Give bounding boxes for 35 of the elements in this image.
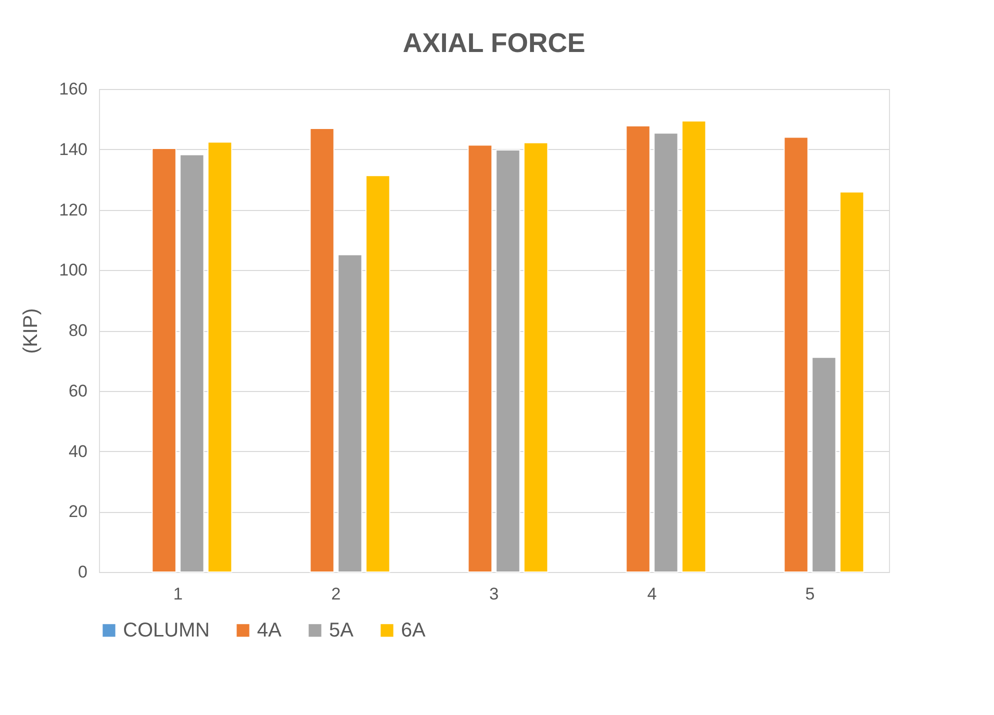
y-tick-label: 160 <box>59 80 88 98</box>
bar <box>468 144 492 572</box>
x-tick-label: 5 <box>805 584 815 604</box>
y-tick-label: 40 <box>68 442 88 461</box>
bar <box>840 191 864 572</box>
bar <box>654 132 678 572</box>
y-tick-label: 80 <box>68 321 88 340</box>
y-tick-label: 20 <box>68 502 88 522</box>
bar <box>784 136 808 572</box>
legend-label: 6A <box>401 619 426 642</box>
x-tick-label: 1 <box>173 584 183 604</box>
x-tick-label: 3 <box>489 584 499 604</box>
legend-label: COLUMN <box>123 619 210 642</box>
bar <box>338 254 362 572</box>
bar <box>366 175 390 572</box>
y-tick-label: 120 <box>59 200 88 220</box>
bar <box>682 120 706 572</box>
bar <box>812 356 836 572</box>
bar <box>208 142 232 572</box>
x-tick-label: 2 <box>331 584 341 604</box>
bar <box>496 149 520 572</box>
bar <box>310 128 334 572</box>
y-tick-label: 0 <box>78 562 88 582</box>
bar <box>626 125 650 572</box>
bar <box>180 154 204 572</box>
y-axis-title: (KIP) <box>20 308 42 354</box>
legend-label: 5A <box>329 619 354 642</box>
bar <box>152 148 176 572</box>
y-tick-label: 100 <box>59 260 88 280</box>
y-tick-label: 60 <box>68 381 88 400</box>
bar <box>524 142 548 572</box>
chart-title: AXIAL FORCE <box>402 28 586 58</box>
x-tick-label: 4 <box>647 584 657 604</box>
y-tick-label: 140 <box>59 140 88 159</box>
legend-label: 4A <box>257 619 282 642</box>
